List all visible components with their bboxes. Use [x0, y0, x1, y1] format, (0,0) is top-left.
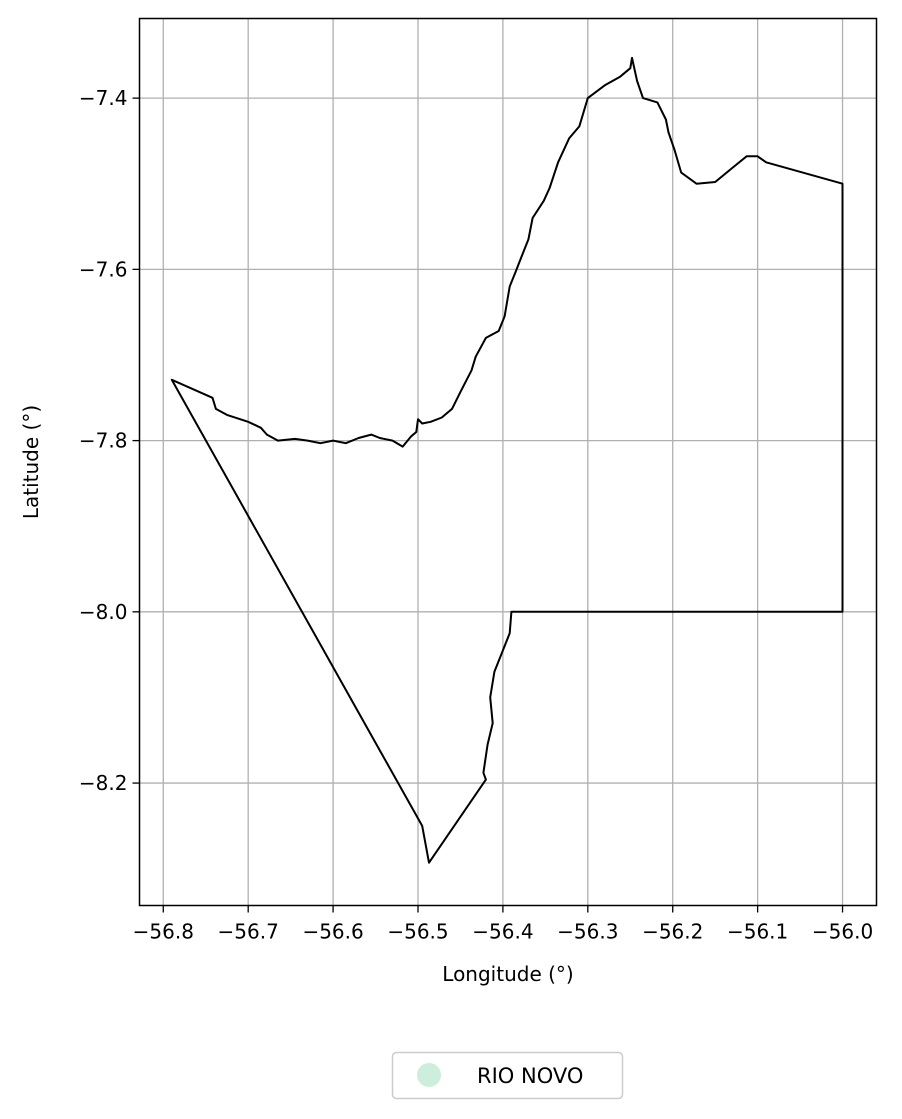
- x-tick-label: −56.8: [133, 920, 194, 944]
- x-tick-label: −56.0: [812, 920, 873, 944]
- x-tick-label: −56.3: [557, 920, 618, 944]
- y-tick-label: −7.4: [79, 86, 128, 110]
- legend: RIO NOVO: [391, 1051, 624, 1100]
- x-axis-ticks: −56.8 −56.7 −56.6 −56.5 −56.4 −56.3 −56.2 −56.1…: [133, 905, 873, 944]
- x-tick-label: −56.4: [472, 920, 533, 944]
- y-tick-label: −7.6: [79, 257, 128, 281]
- region-layer: [170, 56, 844, 864]
- x-tick-label: −56.7: [218, 920, 279, 944]
- x-tick-label: −56.1: [727, 920, 788, 944]
- x-tick-label: −56.6: [302, 920, 363, 944]
- y-tick-label: −7.8: [79, 429, 128, 453]
- region-boundary-rio-novo: [170, 56, 844, 864]
- plot-frame: [138, 17, 878, 907]
- y-tick-label: −8.0: [79, 600, 128, 624]
- y-axis-ticks: −7.4 −7.6 −7.8 −8.0 −8.2: [79, 86, 140, 795]
- x-tick-label: −56.2: [642, 920, 703, 944]
- y-axis-title: Latitude (°): [19, 405, 43, 519]
- y-tick-label: −8.2: [79, 771, 128, 795]
- x-axis-title: Longitude (°): [442, 962, 573, 986]
- legend-label-rio-novo: RIO NOVO: [477, 1064, 583, 1088]
- legend-box: [391, 1051, 624, 1100]
- legend-marker-rio-novo: [417, 1063, 441, 1087]
- x-tick-label: −56.5: [387, 920, 448, 944]
